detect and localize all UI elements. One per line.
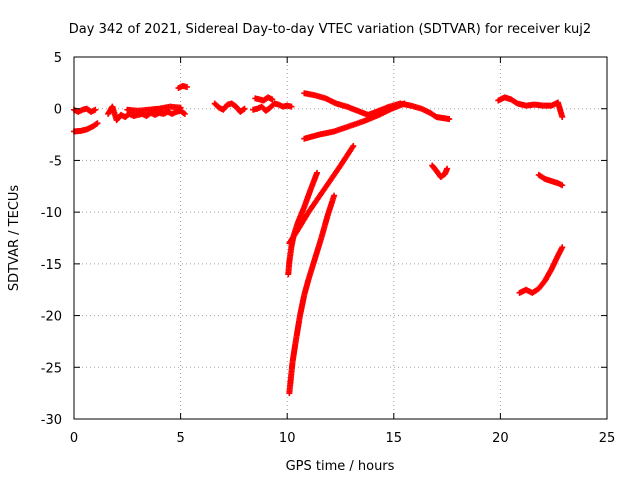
data-point bbox=[269, 96, 276, 103]
axis-ticks: 0 5 10 15 20 25 5 0 -5 -10 -15 -20 -25 -30 bbox=[41, 51, 616, 446]
series-steep-b bbox=[286, 142, 357, 247]
data-point bbox=[444, 165, 451, 172]
grid bbox=[74, 57, 607, 419]
x-tick-label: 25 bbox=[599, 431, 616, 446]
data-points bbox=[71, 82, 566, 397]
data-point bbox=[241, 105, 248, 112]
series-band-2-5-upper bbox=[124, 103, 184, 114]
data-point bbox=[401, 100, 408, 107]
y-axis-label: SDTVAR / TECUs bbox=[7, 185, 22, 292]
y-tick-label: -30 bbox=[41, 413, 62, 428]
data-point bbox=[314, 169, 321, 176]
data-point bbox=[288, 103, 295, 110]
x-tick-label: 10 bbox=[279, 431, 296, 446]
series-spike-5 bbox=[175, 82, 190, 92]
x-tick-label: 0 bbox=[70, 431, 78, 446]
y-tick-label: -20 bbox=[41, 310, 62, 325]
series-cluster-17 bbox=[429, 162, 451, 180]
data-point bbox=[183, 83, 190, 90]
data-point bbox=[559, 244, 566, 251]
x-tick-label: 20 bbox=[492, 431, 509, 446]
series-late-mid bbox=[535, 171, 566, 189]
series-early-low bbox=[71, 120, 101, 135]
series-steep-c bbox=[286, 192, 338, 397]
data-point bbox=[94, 120, 101, 127]
data-point bbox=[350, 142, 357, 149]
data-point bbox=[559, 113, 566, 120]
x-tick-label: 15 bbox=[386, 431, 403, 446]
y-tick-label: 5 bbox=[54, 51, 62, 66]
series-rising-line bbox=[301, 100, 408, 142]
data-point bbox=[559, 182, 566, 189]
series-bump-9 bbox=[252, 94, 276, 104]
series-early-zero bbox=[71, 105, 99, 115]
data-point bbox=[177, 104, 184, 111]
y-tick-label: -25 bbox=[41, 361, 62, 376]
series-mid-8-10 bbox=[250, 100, 295, 114]
data-point bbox=[181, 110, 188, 117]
plot-frame bbox=[73, 56, 608, 420]
y-tick-label: -10 bbox=[41, 206, 62, 221]
x-tick-label: 5 bbox=[176, 431, 184, 446]
data-point bbox=[331, 192, 338, 199]
chart-title: Day 342 of 2021, Sidereal Day-to-day VTE… bbox=[69, 22, 591, 37]
series-late-low bbox=[516, 244, 566, 296]
y-tick-label: -15 bbox=[41, 258, 62, 273]
y-tick-label: -5 bbox=[49, 154, 62, 169]
series-mid-6-8 bbox=[211, 100, 248, 115]
data-point bbox=[92, 106, 99, 113]
y-tick-label: 0 bbox=[54, 103, 62, 118]
x-axis-label: GPS time / hours bbox=[286, 459, 395, 474]
series-late-zero bbox=[495, 94, 566, 120]
data-point bbox=[446, 116, 453, 123]
